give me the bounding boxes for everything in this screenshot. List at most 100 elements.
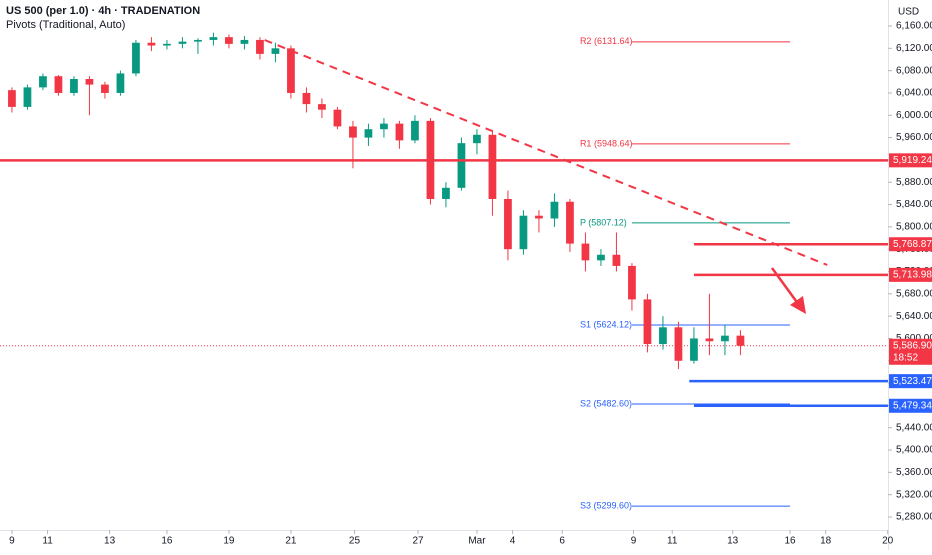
x-tick-label: 9	[9, 536, 15, 547]
level-badge	[889, 374, 932, 389]
candle-body	[380, 123, 388, 130]
pivot-label: P (5807.12)	[580, 217, 627, 227]
x-tick-label: 16	[161, 536, 173, 547]
candle-body	[23, 87, 32, 107]
x-tick-label: 13	[727, 536, 739, 547]
symbol-title: US 500 (per 1.0) · 4h · TRADENATION	[6, 5, 200, 17]
x-tick-label: 21	[285, 536, 297, 547]
level-badge	[889, 267, 932, 282]
level-badge	[889, 237, 932, 252]
candle-body	[473, 134, 481, 144]
pivot-label: S1 (5624.12)	[580, 319, 632, 329]
pivot-label: R2 (6131.64)	[580, 36, 633, 46]
candle-body	[612, 254, 621, 266]
candle-body	[736, 335, 745, 346]
y-tick-label: 5,680.00	[896, 288, 932, 299]
candle-body	[721, 335, 729, 342]
candle-body	[256, 39, 264, 54]
candle-body	[519, 215, 528, 250]
arrow-shaft	[770, 267, 801, 306]
candle-body	[302, 92, 311, 105]
level-label: 5,479.34	[893, 400, 932, 411]
y-tick-label: 5,440.00	[896, 422, 932, 433]
level-badge	[889, 153, 932, 168]
y-tick-label: 5,960.00	[896, 132, 932, 143]
candle-body	[132, 42, 140, 74]
indicator-title: Pivots (Traditional, Auto)	[6, 19, 125, 31]
countdown: 18:52	[893, 352, 918, 363]
pivot-label: S3 (5299.60)	[580, 500, 632, 510]
candle-body	[535, 215, 543, 219]
x-tick-label: 11	[667, 536, 678, 547]
level-label: 5,768.87	[893, 239, 932, 250]
candle-body	[39, 76, 47, 88]
candle-body	[85, 79, 94, 85]
candle-body	[597, 254, 605, 261]
y-tick-label: 6,080.00	[896, 65, 932, 76]
candle-body	[240, 39, 249, 44]
candle-body	[395, 123, 404, 141]
y-tick-label: 6,000.00	[896, 110, 932, 121]
candle-body	[163, 43, 171, 46]
candle-body	[411, 120, 419, 141]
candle-body	[333, 109, 342, 127]
candle-body	[643, 299, 652, 345]
candle-body	[566, 201, 574, 244]
level-label: 5,919.24	[893, 155, 932, 166]
candle-body	[457, 143, 466, 188]
x-tick-label: 6	[559, 536, 565, 547]
x-tick-label: Mar	[468, 536, 486, 547]
candle-body	[674, 327, 683, 361]
candle-body	[54, 76, 63, 93]
y-tick-label: 6,160.00	[896, 21, 932, 32]
candle-body	[70, 79, 78, 93]
x-tick-label: 20	[882, 536, 894, 547]
candle-body	[318, 104, 326, 110]
candle-body	[147, 42, 156, 46]
level-label: 5,713.98	[893, 269, 932, 280]
candle-body	[442, 187, 450, 199]
candle-body	[116, 73, 125, 93]
candle-body	[628, 265, 636, 300]
candle-body	[504, 198, 512, 250]
y-tick-label: 5,360.00	[896, 467, 932, 478]
y-tick-label: 5,600.00	[896, 333, 932, 344]
candle-body	[581, 243, 590, 261]
x-tick-label: 19	[223, 536, 235, 547]
x-tick-label: 27	[412, 536, 424, 547]
candle-body	[8, 90, 16, 107]
candle-body	[271, 48, 280, 54]
last-price-badge	[889, 338, 932, 365]
candle-body	[194, 39, 202, 42]
last-price-label: 5,586.90	[893, 340, 932, 351]
y-tick-label: 6,040.00	[896, 88, 932, 99]
candle-body	[705, 338, 714, 342]
candle-body	[488, 134, 497, 199]
currency: USD	[898, 7, 919, 18]
candle-body	[550, 201, 559, 219]
plot: 6,160.00 6,120.00 6,080.00 6,040.00 6,000.00…	[0, 21, 932, 547]
y-tick-label: 5,320.00	[896, 489, 932, 500]
y-tick-label: 5,400.00	[896, 445, 932, 456]
x-tick-label: 13	[104, 536, 116, 547]
pivot-label: R1 (5948.64)	[580, 138, 633, 148]
candle-body	[659, 327, 667, 345]
level-badge	[889, 398, 932, 413]
candle-body	[209, 37, 218, 40]
candle-body	[690, 338, 698, 361]
candle-body	[349, 126, 357, 138]
candle-body	[178, 41, 187, 44]
candle-body	[101, 84, 109, 93]
x-tick-label: 25	[349, 536, 361, 547]
trendline	[264, 39, 828, 266]
x-tick-label: 16	[784, 536, 796, 547]
x-tick-label: 4	[510, 536, 516, 547]
x-tick-label: 11	[42, 536, 53, 547]
candle-body	[364, 129, 373, 138]
level-label: 5,523.47	[893, 376, 932, 387]
pivot-label: S2 (5482.60)	[580, 398, 632, 408]
candle-body	[287, 48, 295, 93]
x-tick-label: 9	[631, 536, 637, 547]
y-tick-label: 5,280.00	[896, 512, 932, 523]
